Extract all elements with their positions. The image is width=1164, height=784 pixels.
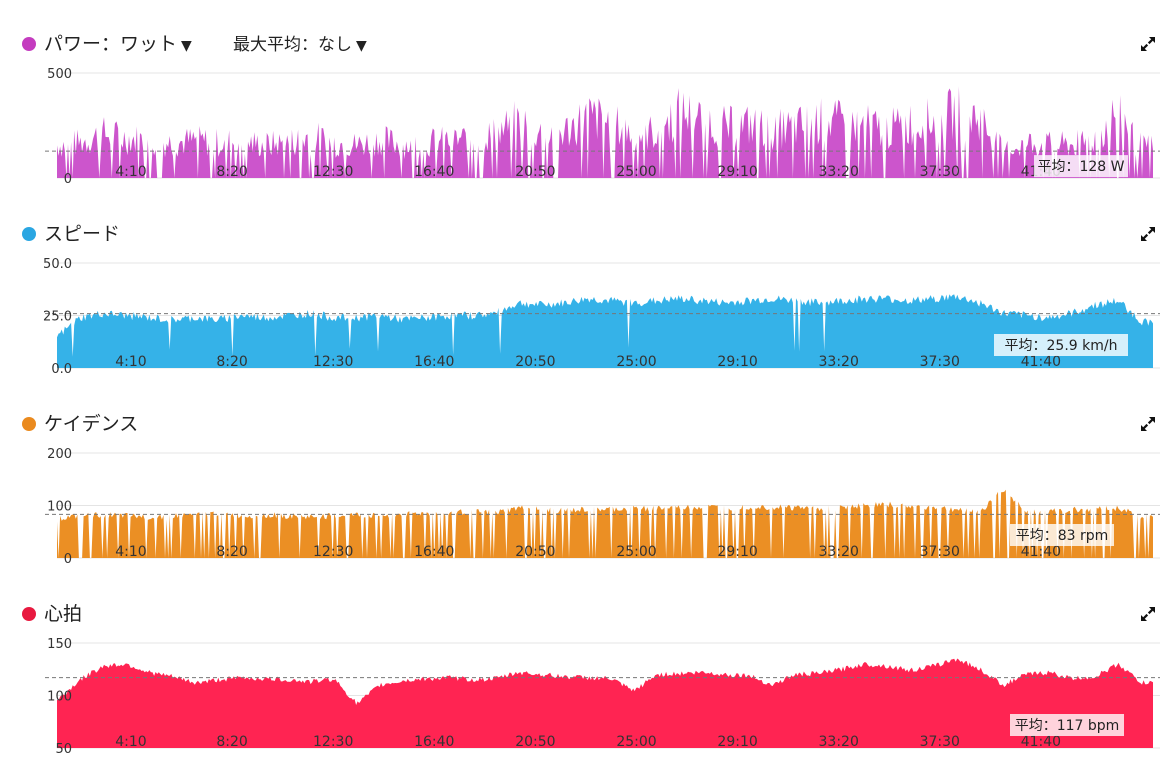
x-tick-label: 37:30 (920, 734, 960, 750)
expand-icon[interactable] (1139, 415, 1157, 433)
average-label-bg (994, 334, 1128, 356)
y-tick-label: 200 (47, 447, 72, 462)
average-label: 平均：128 W (1034, 155, 1128, 178)
power-header: パワー：ワット ▼ 最大平均：なし ▼ (0, 24, 1164, 64)
average-label-text: 平均：25.9 km/h (1005, 338, 1118, 354)
y-tick-label: 50.0 (43, 257, 72, 272)
x-tick-label: 41:40 (1021, 544, 1061, 560)
average-label: 平均：117 bpm (1010, 714, 1124, 736)
x-tick-label: 29:10 (717, 354, 757, 370)
x-tick-label: 4:10 (115, 544, 146, 560)
x-tick-label: 20:50 (515, 734, 555, 750)
heart-rate-legend-dot (22, 607, 36, 621)
series-area (57, 658, 1153, 748)
x-tick-label: 33:20 (819, 734, 859, 750)
x-tick-label: 12:30 (313, 544, 353, 560)
x-tick-label: 8:20 (216, 354, 247, 370)
x-tick-label: 8:20 (216, 544, 247, 560)
average-label-bg (1034, 155, 1128, 178)
average-label-text: 平均：83 rpm (1016, 528, 1109, 544)
y-tick-label: 150 (47, 637, 72, 652)
max-average-selector[interactable]: 最大平均：なし ▼ (233, 35, 367, 55)
x-tick-label: 16:40 (414, 544, 454, 560)
speed-title: スピード (44, 223, 121, 245)
x-tick-label: 37:30 (920, 544, 960, 560)
chevron-down-icon[interactable]: ▼ (181, 38, 192, 54)
y-tick-label: 50 (55, 742, 72, 757)
power-chart: 500 0 4:10 8:20 12:30 16:40 20:50 25:00 29:10 33:… (45, 67, 1160, 187)
x-tick-label: 41:40 (1021, 354, 1061, 370)
x-tick-label: 33:20 (819, 544, 859, 560)
speed-legend-dot (22, 227, 36, 241)
x-tick-label: 8:20 (216, 164, 247, 180)
cadence-chart: 200 100 0 4:10 8:20 12:30 16:40 20:50 25:00 29:10… (45, 447, 1160, 567)
y-tick-label: 0 (64, 552, 72, 567)
y-tick-label: 100 (47, 500, 72, 515)
y-tick-label: 500 (47, 67, 72, 82)
x-tick-label: 16:40 (414, 164, 454, 180)
x-tick-label: 12:30 (313, 354, 353, 370)
x-tick-label: 20:50 (515, 544, 555, 560)
expand-icon[interactable] (1139, 35, 1157, 53)
heart-rate-chart: 150 100 50 4:10 8:20 12:30 16:40 20:50 25:00 29:1… (45, 637, 1160, 757)
speed-chart: 50.0 25.0 0.0 4:10 8:20 12:30 16:40 20:50 25:00 2… (43, 257, 1160, 377)
y-tick-label: 100 (47, 690, 72, 705)
expand-icon[interactable] (1139, 605, 1157, 623)
average-label: 平均：83 rpm (1010, 524, 1114, 546)
x-tick-label: 20:50 (515, 164, 555, 180)
power-panel: パワー：ワット ▼ 最大平均：なし ▼ 500 0 4:10 8:20 12:30 16:40… (0, 24, 1164, 214)
x-tick-label: 4:10 (115, 164, 146, 180)
x-tick-label: 16:40 (414, 354, 454, 370)
x-tick-label: 37:30 (920, 354, 960, 370)
series-area (57, 489, 1153, 558)
x-tick-label: 41:40 (1021, 734, 1061, 750)
cadence-header: ケイデンス (0, 404, 1164, 444)
average-label: 平均：25.9 km/h (994, 334, 1128, 356)
cadence-panel: ケイデンス 200 100 0 4:10 8:20 12:30 16:40 20:50 25:0… (0, 404, 1164, 594)
heart-rate-panel: 心拍 150 100 50 4:10 8:20 12:30 16:40 20:50 25:00 2… (0, 594, 1164, 784)
power-title[interactable]: パワー：ワット ▼ (44, 33, 192, 55)
series-area (57, 86, 1153, 178)
average-label-text: 平均：128 W (1037, 159, 1124, 175)
x-tick-label: 33:20 (819, 164, 859, 180)
x-tick-label: 29:10 (717, 544, 757, 560)
x-tick-label: 12:30 (313, 734, 353, 750)
x-tick-label: 25:00 (616, 354, 656, 370)
y-tick-label: 0.0 (51, 362, 72, 377)
y-tick-label: 25.0 (43, 310, 72, 325)
x-tick-label: 16:40 (414, 734, 454, 750)
average-label-bg (1010, 714, 1124, 736)
speed-panel: スピード 50.0 25.0 0.0 4:10 8:20 12:30 16:40 20:50 2… (0, 214, 1164, 404)
heart-rate-header: 心拍 (0, 594, 1164, 634)
cadence-title: ケイデンス (44, 413, 139, 435)
x-tick-label: 29:10 (717, 734, 757, 750)
chevron-down-icon[interactable]: ▼ (356, 38, 367, 54)
x-tick-label: 25:00 (616, 164, 656, 180)
heart-rate-title: 心拍 (44, 603, 83, 625)
power-legend-dot (22, 37, 36, 51)
x-tick-label: 25:00 (616, 734, 656, 750)
x-tick-label: 29:10 (717, 164, 757, 180)
speed-header: スピード (0, 214, 1164, 254)
x-tick-label: 20:50 (515, 354, 555, 370)
x-tick-label: 8:20 (216, 734, 247, 750)
y-tick-label: 0 (64, 172, 72, 187)
series-area (57, 294, 1153, 368)
x-tick-label: 4:10 (115, 354, 146, 370)
expand-icon[interactable] (1139, 225, 1157, 243)
x-tick-label: 33:20 (819, 354, 859, 370)
cadence-legend-dot (22, 417, 36, 431)
average-label-text: 平均：117 bpm (1015, 718, 1120, 734)
x-tick-label: 25:00 (616, 544, 656, 560)
average-label-bg (1010, 524, 1114, 546)
x-tick-label: 37:30 (920, 164, 960, 180)
x-tick-label: 4:10 (115, 734, 146, 750)
x-tick-label: 12:30 (313, 164, 353, 180)
